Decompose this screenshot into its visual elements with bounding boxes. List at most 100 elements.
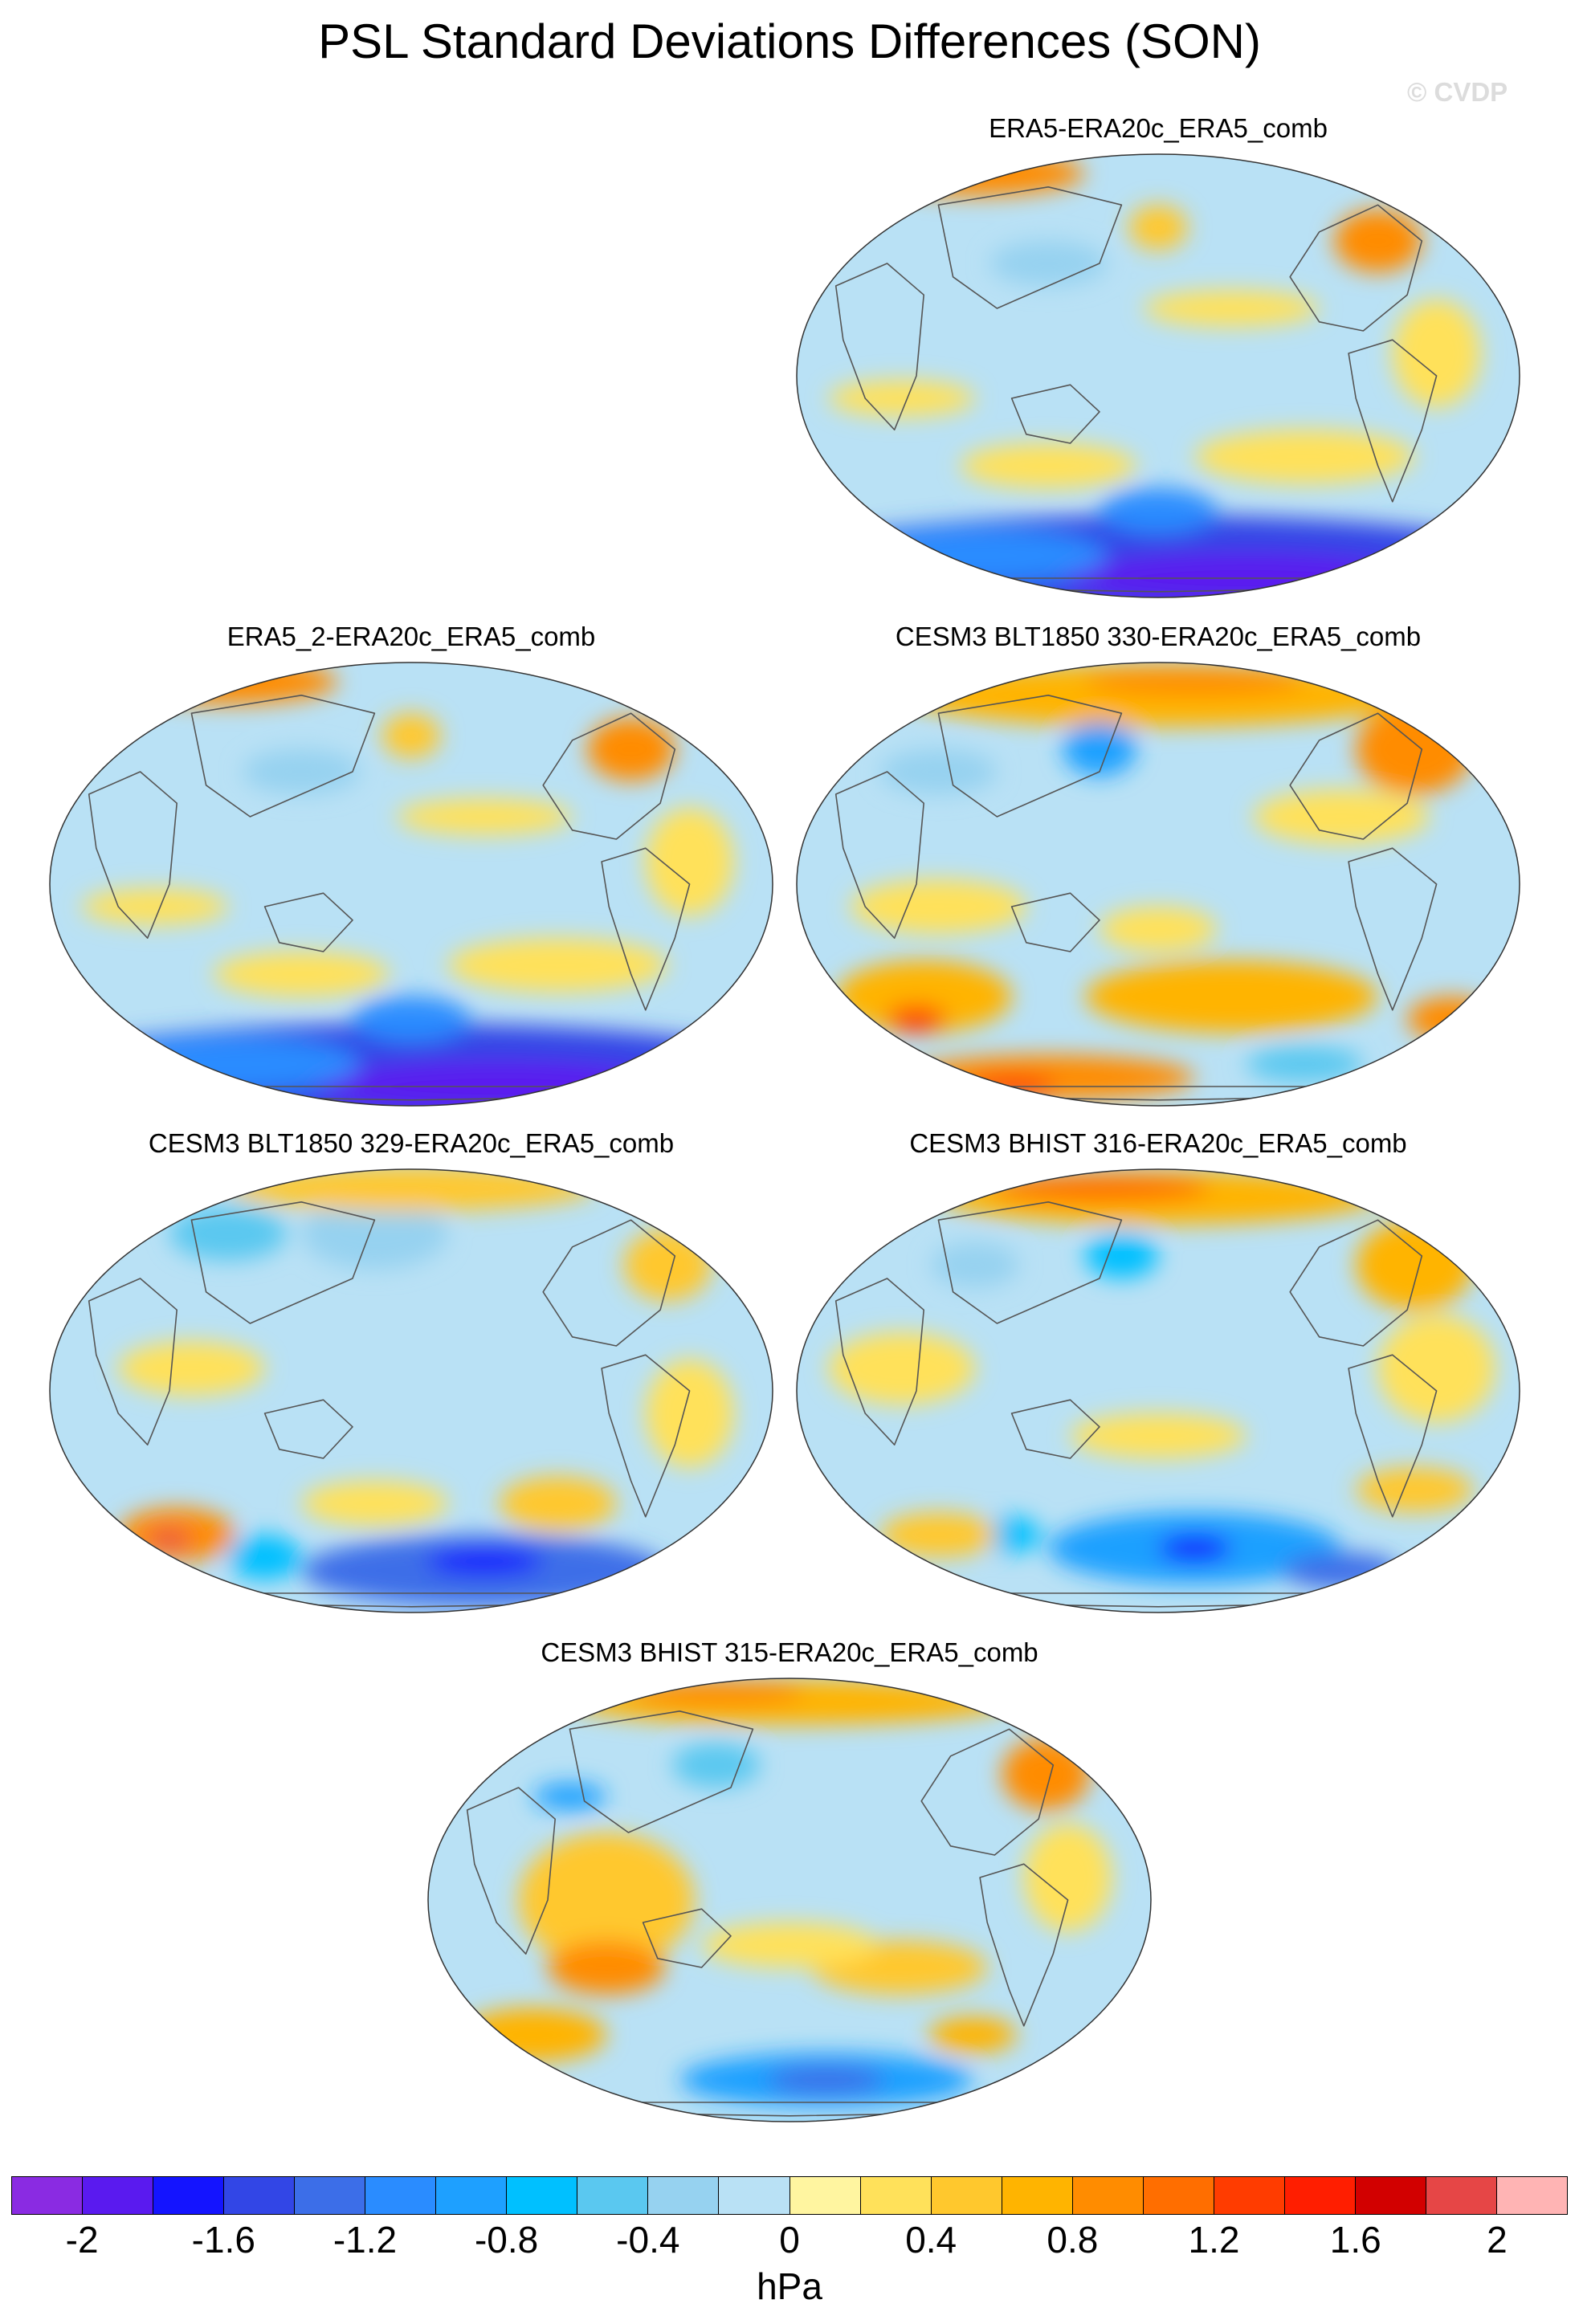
- coastline: [1348, 847, 1438, 1011]
- anomaly-contour: [628, 1679, 805, 1707]
- coastline: [834, 771, 924, 940]
- anomaly-contour: [1253, 789, 1430, 844]
- map-background: [50, 663, 773, 1106]
- watermark: © CVDP: [1407, 77, 1508, 107]
- anomaly-contour: [1070, 1413, 1246, 1458]
- anomaly-contour: [243, 749, 361, 794]
- colorbar-box: [295, 2177, 366, 2214]
- anomaly-contour: [767, 2066, 885, 2094]
- anomaly-contour: [1194, 430, 1415, 484]
- anomaly-contour: [887, 1005, 946, 1033]
- colorbar-label: -2: [65, 2219, 99, 2261]
- colorbar-label: 0.4: [905, 2219, 957, 2261]
- colorbar-box: [931, 2177, 1002, 2214]
- colorbar-box: [1496, 2177, 1568, 2214]
- anomaly-contour: [928, 2016, 1017, 2053]
- colorbar-box: [1072, 2177, 1144, 2214]
- colorbar: [11, 2176, 1568, 2215]
- anomaly-contour: [879, 1512, 998, 1558]
- anomaly-contour: [228, 1169, 594, 1211]
- anomaly-contour: [672, 1743, 761, 1788]
- anomaly-contour: [645, 807, 734, 916]
- panel-title: CESM3 BLT1850 329-ERA20c_ERA5_comb: [148, 1128, 675, 1158]
- map-background: [428, 1678, 1151, 2122]
- anomaly-contour: [147, 1530, 192, 1548]
- coastline: [834, 263, 924, 431]
- colorbar-label: -0.8: [474, 2219, 539, 2261]
- colorbar-box: [1143, 2177, 1214, 2214]
- anomaly-contour: [1158, 1535, 1232, 1562]
- coastline: [834, 1278, 924, 1446]
- anomaly-contour: [989, 241, 1108, 286]
- coastline: [1010, 384, 1100, 444]
- colorbar-units: hPa: [757, 2265, 822, 2307]
- colorbar-box: [224, 2177, 296, 2214]
- map-border: [796, 153, 1520, 598]
- anomaly-contour: [301, 1197, 448, 1270]
- anomaly-contour: [1023, 1823, 1112, 1932]
- map-border: [49, 1168, 773, 1613]
- coastline: [569, 1710, 754, 1833]
- panel-title: CESM3 BLT1850 330-ERA20c_ERA5_comb: [895, 622, 1422, 651]
- coastline: [263, 892, 353, 952]
- anomaly-contour: [1084, 960, 1378, 1033]
- colorbar-label: 1.2: [1188, 2219, 1240, 2261]
- coastline: [542, 712, 676, 840]
- colorbar-label: -0.4: [616, 2219, 680, 2261]
- map-plot: [427, 1678, 1152, 2122]
- anomaly-contour: [1063, 722, 1136, 777]
- coastline: [88, 1278, 177, 1446]
- anomaly-contour: [982, 1516, 1042, 1553]
- anomaly-contour: [118, 663, 338, 704]
- anomaly-contour: [1100, 907, 1217, 952]
- anomaly-contour: [989, 1175, 1210, 1202]
- anomaly-contour: [931, 1242, 1019, 1288]
- anomaly-contour: [353, 997, 470, 1042]
- colorbar-label: 1.6: [1329, 2219, 1381, 2261]
- anomaly-contour: [301, 1481, 448, 1526]
- colorbar-box: [12, 2177, 84, 2214]
- map-plot: [796, 153, 1520, 598]
- anomaly-contour: [532, 1783, 606, 1810]
- coastline: [601, 847, 691, 1011]
- panel-title: CESM3 BHIST 316-ERA20c_ERA5_comb: [909, 1128, 1407, 1158]
- coastline: [190, 694, 376, 817]
- anomaly-contour: [1084, 668, 1305, 695]
- anomaly-contour: [843, 528, 1108, 583]
- anomaly-contour: [1283, 1552, 1400, 1589]
- anomaly-contour: [169, 1206, 287, 1261]
- colorbar-label: 0.8: [1047, 2219, 1099, 2261]
- figure-title: PSL Standard Deviations Differences (SON…: [318, 14, 1261, 68]
- anomaly-contour: [228, 1535, 302, 1580]
- colorbar-box: [365, 2177, 437, 2214]
- panel-title: CESM3 BHIST 315-ERA20c_ERA5_comb: [541, 1637, 1038, 1667]
- anomaly-contour: [213, 952, 390, 997]
- colorbar-box: [719, 2177, 790, 2214]
- coastline: [1289, 204, 1423, 332]
- colorbar-box: [1355, 2177, 1426, 2214]
- coastline: [937, 694, 1123, 817]
- coastline: [920, 1728, 1055, 1856]
- anomaly-contour: [623, 1229, 712, 1301]
- colorbar-box: [1002, 2177, 1073, 2214]
- colorbar-box: [577, 2177, 649, 2214]
- coastline: [1348, 1354, 1438, 1518]
- colorbar-label: 2: [1487, 2219, 1508, 2261]
- coastline: [937, 1201, 1123, 1324]
- colorbar-box: [83, 2177, 154, 2214]
- anomaly-contour: [1407, 997, 1495, 1042]
- anomaly-contour: [1392, 299, 1481, 408]
- anomaly-contour: [518, 1833, 695, 1967]
- coastline: [937, 186, 1123, 309]
- colorbar-box: [790, 2177, 861, 2214]
- coastline: [642, 1908, 732, 1968]
- map-background: [797, 154, 1520, 597]
- anomaly-contour: [1333, 209, 1422, 273]
- coastline: [466, 1787, 556, 1955]
- colorbar-box: [860, 2177, 932, 2214]
- coastline: [601, 1354, 691, 1518]
- anomaly-contour: [426, 1548, 544, 1576]
- anomaly-contour: [1143, 290, 1320, 327]
- coastline: [979, 1863, 1069, 2027]
- anomaly-contour: [1246, 1046, 1364, 1082]
